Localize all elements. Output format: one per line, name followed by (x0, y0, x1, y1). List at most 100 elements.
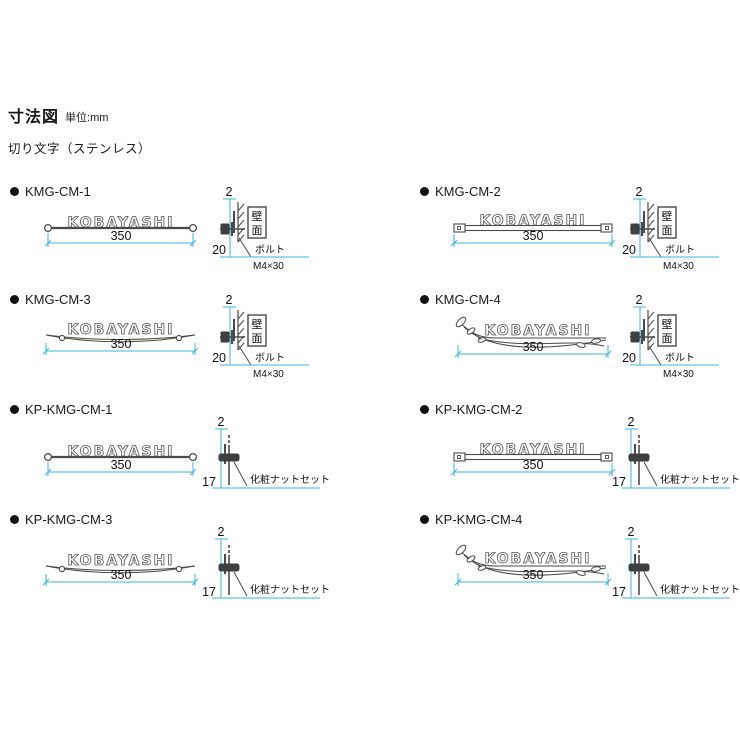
wall-label-box (247, 314, 267, 347)
thickness-dimension: 2 (226, 185, 233, 199)
width-dimension: 350 (523, 568, 544, 582)
bullet-icon (10, 515, 19, 524)
leader-line (648, 237, 662, 258)
nut-icon (630, 331, 640, 343)
mounting-hole-right (175, 334, 183, 342)
wall-hatch (237, 311, 245, 351)
model-label: KMG-CM-3 (10, 292, 91, 307)
wall-label-box (657, 314, 677, 347)
mounting-hole-left (58, 334, 66, 342)
nameplate-text: KOBAYASHI (480, 442, 587, 458)
thickness-dimension: 2 (636, 293, 643, 307)
bullet-icon (10, 295, 19, 304)
depth-dimension: 20 (622, 243, 636, 257)
thickness-dimension: 2 (226, 293, 233, 307)
bolt-spec-label: M4×30 (253, 369, 284, 380)
side-view-nut: 2 17 化粧ナットセット (612, 525, 740, 599)
sheet-subtitle: 切り文字（ステンレス） (8, 142, 152, 156)
leader-line (233, 461, 248, 487)
nut-set-label: 化粧ナットセット (660, 473, 740, 486)
bolt-spec-label: M4×30 (253, 261, 284, 272)
leader-line (643, 461, 658, 487)
wall-label-top: 壁 (252, 317, 263, 331)
model-name: KMG-CM-2 (435, 184, 501, 199)
model-name: KP-KMG-CM-2 (435, 402, 523, 417)
panel-kp-kmg-cm-3: KP-KMG-CM-3 KOBAYASHI 350 2 (8, 508, 330, 613)
nameplate-text: KOBAYASHI (68, 444, 175, 460)
front-view: KOBAYASHI 350 (43, 215, 198, 247)
wall-label-bottom: 面 (252, 225, 263, 237)
model-name: KP-KMG-CM-3 (25, 512, 113, 527)
model-name: KP-KMG-CM-4 (435, 512, 523, 527)
bolt-label: ボルト (665, 352, 695, 364)
mounting-ball-left (43, 452, 53, 462)
nameplate-text: KOBAYASHI (480, 213, 587, 229)
leader-line (238, 237, 252, 258)
front-view: KOBAYASHI 350 (454, 316, 612, 358)
model-label: KP-KMG-CM-1 (10, 402, 112, 417)
bullet-icon (10, 187, 19, 196)
width-dimension: 350 (111, 229, 132, 243)
bullet-icon (420, 187, 429, 196)
depth-dimension: 20 (212, 243, 226, 257)
thickness-dimension: 2 (218, 525, 225, 539)
depth-dimension: 20 (622, 351, 636, 365)
depth-dimension: 20 (212, 351, 226, 365)
depth-dimension: 17 (612, 585, 626, 599)
bullet-icon (10, 405, 19, 414)
front-view: KOBAYASHI 350 (450, 213, 616, 247)
mounting-ball-right (188, 452, 198, 462)
wall-label-top: 壁 (662, 317, 673, 331)
mounting-hole-right (175, 565, 183, 573)
decorative-nut-icon (218, 563, 240, 572)
side-view-nut: 2 17 化粧ナットセット (202, 525, 330, 599)
end-plate-right (600, 452, 613, 462)
wall-hatch (647, 203, 655, 243)
unit-label: 単位:mm (65, 112, 109, 124)
decorative-nut-icon (628, 453, 650, 462)
wall-label-top: 壁 (662, 209, 673, 223)
width-dimension: 350 (111, 337, 132, 351)
width-dimension: 350 (523, 458, 544, 472)
side-view-nut: 2 17 化粧ナットセット (612, 415, 740, 489)
width-dimension: 350 (111, 568, 132, 582)
front-view: KOBAYASHI 350 (42, 322, 199, 355)
side-view-wall: 2 壁 面 20 ボルト M4×30 (212, 293, 309, 380)
nut-set-label: 化粧ナットセット (250, 473, 330, 486)
nameplate-text: KOBAYASHI (485, 323, 592, 339)
wall-label-top: 壁 (252, 209, 263, 223)
drawing-kmg-cm-1: KOBAYASHI 350 2 (43, 185, 309, 272)
side-view-wall: 2 壁 面 20 ボルト M4×30 (622, 185, 719, 272)
nut-set-label: 化粧ナットセット (660, 583, 740, 596)
leader-line (233, 571, 248, 597)
end-plate-right (600, 223, 613, 233)
wall-hatch (237, 203, 245, 243)
depth-dimension: 17 (202, 475, 216, 489)
width-dimension: 350 (111, 458, 132, 472)
thickness-dimension: 2 (636, 185, 643, 199)
model-name: KP-KMG-CM-1 (25, 402, 113, 417)
side-view-wall: 2 壁 面 20 ボルト M4×30 (622, 293, 719, 380)
drawing-kp-kmg-cm-1: KOBAYASHI 350 2 17 化粧ナットセット (43, 415, 330, 489)
panel-kmg-cm-2: KMG-CM-2 KOBAYASHI 350 2 (418, 180, 740, 285)
mounting-ball-left (43, 223, 53, 233)
drawing-kmg-cm-4: KOBAYASHI 350 2 (454, 293, 719, 380)
sheet-title: 寸法図 (8, 109, 60, 126)
wall-hatch (647, 311, 655, 351)
decorative-nut-icon (628, 563, 650, 572)
width-dimension: 350 (523, 340, 544, 354)
bolt-label: ボルト (255, 352, 285, 364)
panel-kp-kmg-cm-2: KP-KMG-CM-2 KOBAYASHI 350 2 (418, 398, 740, 503)
nameplate-bar-curved (45, 334, 196, 343)
bullet-icon (420, 515, 429, 524)
model-name: KMG-CM-1 (25, 184, 91, 199)
thickness-dimension: 2 (628, 525, 635, 539)
panel-kmg-cm-1: KMG-CM-1 KOBAYASHI 350 2 (8, 180, 330, 285)
drawing-kmg-cm-3: KOBAYASHI 350 2 (42, 293, 309, 380)
nameplate-text: KOBAYASHI (68, 215, 175, 231)
leader-line (643, 571, 658, 597)
depth-dimension: 17 (612, 475, 626, 489)
thickness-dimension: 2 (218, 415, 225, 429)
nameplate-text: KOBAYASHI (68, 553, 175, 569)
